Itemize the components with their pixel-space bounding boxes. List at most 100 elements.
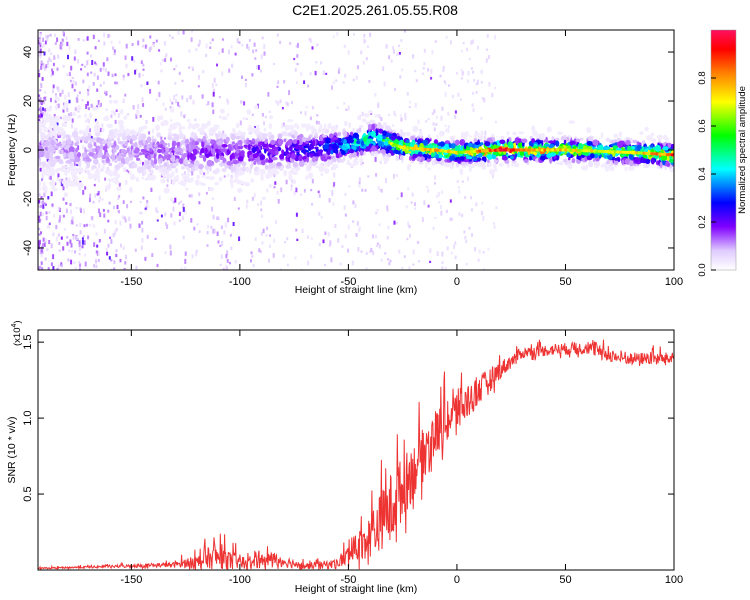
spectrogram-band-cell bbox=[511, 160, 517, 164]
spectrogram-noise-cell bbox=[103, 81, 105, 85]
spectrogram-band-cell bbox=[268, 123, 273, 130]
spectrogram-band-cell bbox=[173, 176, 180, 183]
spectrogram-noise-cell bbox=[431, 50, 434, 55]
spectrogram-noise-cell bbox=[42, 243, 44, 247]
spectrogram-noise-cell bbox=[362, 61, 365, 65]
spectrogram-noise-cell bbox=[267, 92, 270, 97]
spectrogram-noise-cell bbox=[38, 200, 41, 204]
spectrogram-band-cell bbox=[639, 131, 644, 136]
spectrogram-band-cell bbox=[188, 148, 193, 153]
spectrogram-band-cell bbox=[553, 155, 557, 159]
spectrogram-noise-cell bbox=[251, 113, 254, 116]
spectrogram-noise-cell bbox=[449, 141, 452, 144]
spectrogram-band-cell bbox=[191, 177, 194, 183]
spectrogram-noise-cell bbox=[125, 43, 128, 49]
spectrogram-band-cell bbox=[85, 158, 92, 162]
spectrogram-noise-cell bbox=[44, 108, 46, 113]
spectrogram-noise-cell bbox=[259, 250, 262, 253]
spectrogram-noise-cell bbox=[286, 263, 289, 267]
spectrogram-noise-cell bbox=[414, 207, 417, 210]
spectrogram-noise-cell bbox=[42, 64, 45, 70]
spectrogram-noise-cell bbox=[408, 266, 411, 270]
spectrogram-band-cell bbox=[341, 144, 348, 151]
spectrogram-noise-cell bbox=[332, 81, 335, 85]
spectrogram-noise-cell bbox=[110, 114, 113, 118]
spectrogram-band-cell bbox=[93, 142, 97, 147]
spectrogram-noise-cell bbox=[274, 220, 277, 224]
spectrogram-noise-cell bbox=[38, 233, 41, 236]
spectrogram-band-cell bbox=[128, 186, 133, 193]
spectrogram-band-cell bbox=[283, 169, 288, 177]
spectrogram-band-cell bbox=[319, 123, 323, 130]
spectrogram-band-cell bbox=[437, 145, 443, 150]
spectrogram-noise-cell bbox=[246, 43, 249, 49]
spectrogram-band-cell bbox=[230, 133, 236, 141]
spectrogram-band-cell bbox=[571, 158, 576, 164]
spectrogram-noise-cell bbox=[433, 127, 436, 132]
spectrogram-noise-cell bbox=[104, 90, 107, 94]
spectrogram-noise-cell bbox=[43, 97, 46, 100]
spectrogram-noise-cell bbox=[40, 247, 43, 253]
spectrogram-band-cell bbox=[427, 144, 434, 149]
spectrogram-noise-cell bbox=[46, 36, 49, 42]
spectrogram-band-cell bbox=[261, 171, 266, 175]
spectrogram-band-cell bbox=[450, 143, 457, 149]
spectrogram-band-cell bbox=[150, 159, 154, 166]
spectrogram-noise-cell bbox=[50, 262, 53, 266]
snr-frame bbox=[37, 329, 675, 571]
spectrogram-band-cell bbox=[363, 136, 367, 143]
spectrogram-band-cell bbox=[198, 163, 204, 170]
spectrogram-noise-cell bbox=[40, 60, 43, 65]
spectrogram-noise-cell bbox=[290, 187, 293, 191]
spectrogram-band-cell bbox=[243, 144, 248, 148]
spectrogram-band-cell bbox=[72, 130, 78, 138]
spectrogram-noise-cell bbox=[400, 39, 403, 42]
spectrogram-band-cell bbox=[594, 160, 598, 166]
spectrogram-noise-cell bbox=[255, 49, 258, 52]
spectrogram-noise-cell bbox=[427, 189, 430, 193]
spectrogram-band-cell bbox=[498, 162, 504, 167]
spectrogram-band-cell bbox=[146, 173, 152, 181]
spectrogram-band-cell bbox=[349, 163, 355, 168]
spectrogram-noise-cell bbox=[131, 56, 134, 61]
spectrogram-noise-cell bbox=[101, 158, 104, 161]
spectrogram-noise-cell bbox=[231, 63, 234, 68]
spectrogram-band-cell bbox=[476, 157, 482, 162]
spectrogram-band-cell bbox=[518, 131, 525, 135]
spectrogram-band-cell bbox=[340, 158, 345, 163]
spectrogram-noise-cell bbox=[114, 81, 117, 85]
x-tick-label: -100 bbox=[229, 574, 251, 586]
spectrogram-band-cell bbox=[170, 155, 176, 162]
spectrogram-band-cell bbox=[600, 131, 604, 139]
colorbar-tick-label: 0.4 bbox=[697, 167, 708, 180]
spectrogram-band-cell bbox=[259, 154, 266, 161]
spectrogram-noise-cell bbox=[191, 254, 194, 259]
spectrogram-noise-cell bbox=[62, 31, 65, 35]
spectrogram-noise-cell bbox=[127, 170, 130, 174]
spectrogram-noise-cell bbox=[252, 49, 255, 54]
spectrogram-band-cell bbox=[68, 146, 75, 153]
spectrogram-noise-cell bbox=[57, 103, 60, 108]
spectrogram-noise-cell bbox=[336, 32, 339, 36]
spectrogram-noise-cell bbox=[380, 258, 383, 262]
spectrogram-noise-cell bbox=[43, 140, 46, 144]
spectrogram-noise-cell bbox=[53, 114, 56, 117]
spectrogram-noise-cell bbox=[211, 206, 214, 212]
spectrogram-noise-cell bbox=[141, 97, 144, 102]
spectrogram-band-cell bbox=[298, 154, 303, 162]
spectrogram-noise-cell bbox=[327, 231, 330, 237]
spectrogram-noise-cell bbox=[48, 240, 51, 245]
spectrogram-noise-cell bbox=[61, 41, 64, 46]
spectrogram-band-cell bbox=[380, 149, 386, 154]
spectrogram-band-cell bbox=[131, 134, 138, 141]
spectrogram-band-cell bbox=[644, 126, 649, 132]
spectrogram-band-cell bbox=[179, 132, 185, 140]
spectrogram-noise-cell bbox=[38, 266, 41, 270]
spectrogram-noise-cell bbox=[180, 143, 183, 147]
spectrogram-noise-cell bbox=[339, 262, 342, 266]
spectrogram-band-cell bbox=[119, 108, 124, 115]
snr-exponent-label: (x104) bbox=[11, 320, 23, 346]
spectrogram-band-cell bbox=[202, 155, 207, 162]
spectrogram-band-cell bbox=[234, 179, 240, 184]
spectrogram-noise-cell bbox=[120, 243, 122, 248]
